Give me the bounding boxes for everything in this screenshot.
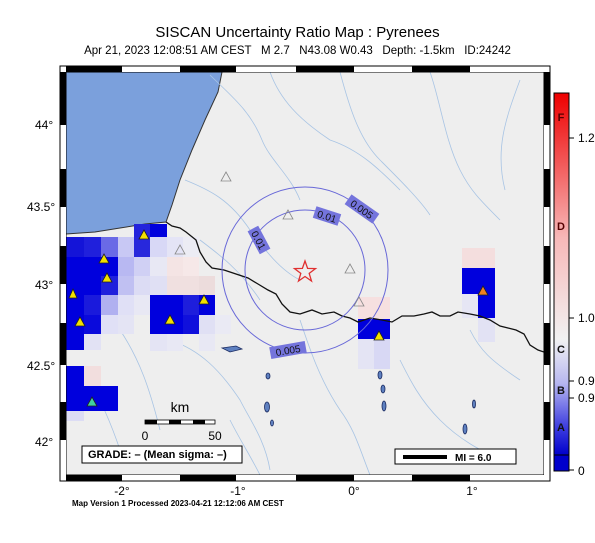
y-axis-labels: 44° 43.5° 43° 42.5° 42° (27, 118, 55, 449)
station-marker (138, 229, 150, 240)
station-marker (477, 285, 489, 296)
station-marker (353, 296, 365, 307)
event-summary: Apr 21, 2023 12:08:51 AM CEST M 2.7 N43.… (84, 45, 511, 57)
station-marker (86, 396, 98, 407)
mi-text: MI = 6.0 (455, 453, 492, 464)
station-marker (174, 244, 186, 255)
lon-label: 1° (466, 484, 478, 498)
map-border (59, 65, 551, 482)
scale-unit: km (171, 399, 190, 415)
lat-label: 44° (35, 118, 53, 132)
station-marker (344, 263, 356, 274)
station-marker (282, 209, 294, 220)
grade-letter: D (557, 221, 565, 233)
scale-tick: 50 (208, 429, 222, 443)
colorbar-value: 1.2 (578, 131, 595, 145)
lat-label: 42.5° (27, 359, 55, 373)
lat-label: 42° (35, 435, 53, 449)
lon-label: 0° (348, 484, 360, 498)
station-marker (68, 288, 78, 299)
grade-letter: F (558, 112, 565, 124)
rivers (89, 72, 521, 475)
grade-box (81, 445, 243, 464)
lat-label: 43.5° (27, 200, 55, 214)
epicenter-star (292, 259, 318, 283)
station-marker (164, 314, 176, 325)
colorbar-value: 1.0 (578, 311, 595, 325)
scale-tick: 0 (142, 429, 149, 443)
contour-label: 0.005 (275, 344, 302, 359)
lat-label: 43° (35, 278, 53, 292)
stations (68, 171, 489, 407)
grade-letter: B (557, 385, 565, 397)
lon-label: -2° (114, 484, 130, 498)
bay-of-biscay (66, 72, 223, 235)
station-marker (198, 294, 210, 305)
station-marker (74, 316, 86, 327)
station-marker (98, 253, 110, 264)
mi-box (394, 448, 517, 465)
station-marker (101, 272, 113, 283)
border-line (165, 221, 544, 353)
map-title: SISCAN Uncertainty Ratio Map : Pyrenees (155, 24, 440, 41)
grade-text: GRADE: – (Mean sigma: –) (88, 449, 227, 461)
colorbar: F D C B A 1.2 1.0 0.9 0.9 0 (553, 92, 595, 478)
grade-letter: C (557, 344, 565, 356)
colorbar-value: 0 (578, 464, 585, 478)
map-version-footer: Map Version 1 Processed 2023-04-21 12:12… (72, 499, 284, 508)
colorbar-value: 0.9 (578, 374, 595, 388)
station-marker (373, 330, 385, 341)
grade-letter: A (557, 422, 565, 434)
x-axis-labels: -2° -1° 0° 1° (114, 484, 478, 498)
lon-label: -1° (230, 484, 246, 498)
colorbar-value: 0.9 (578, 391, 595, 405)
scale-bar: km 0 50 (142, 399, 222, 443)
station-marker (220, 171, 232, 182)
lakes (220, 345, 476, 435)
